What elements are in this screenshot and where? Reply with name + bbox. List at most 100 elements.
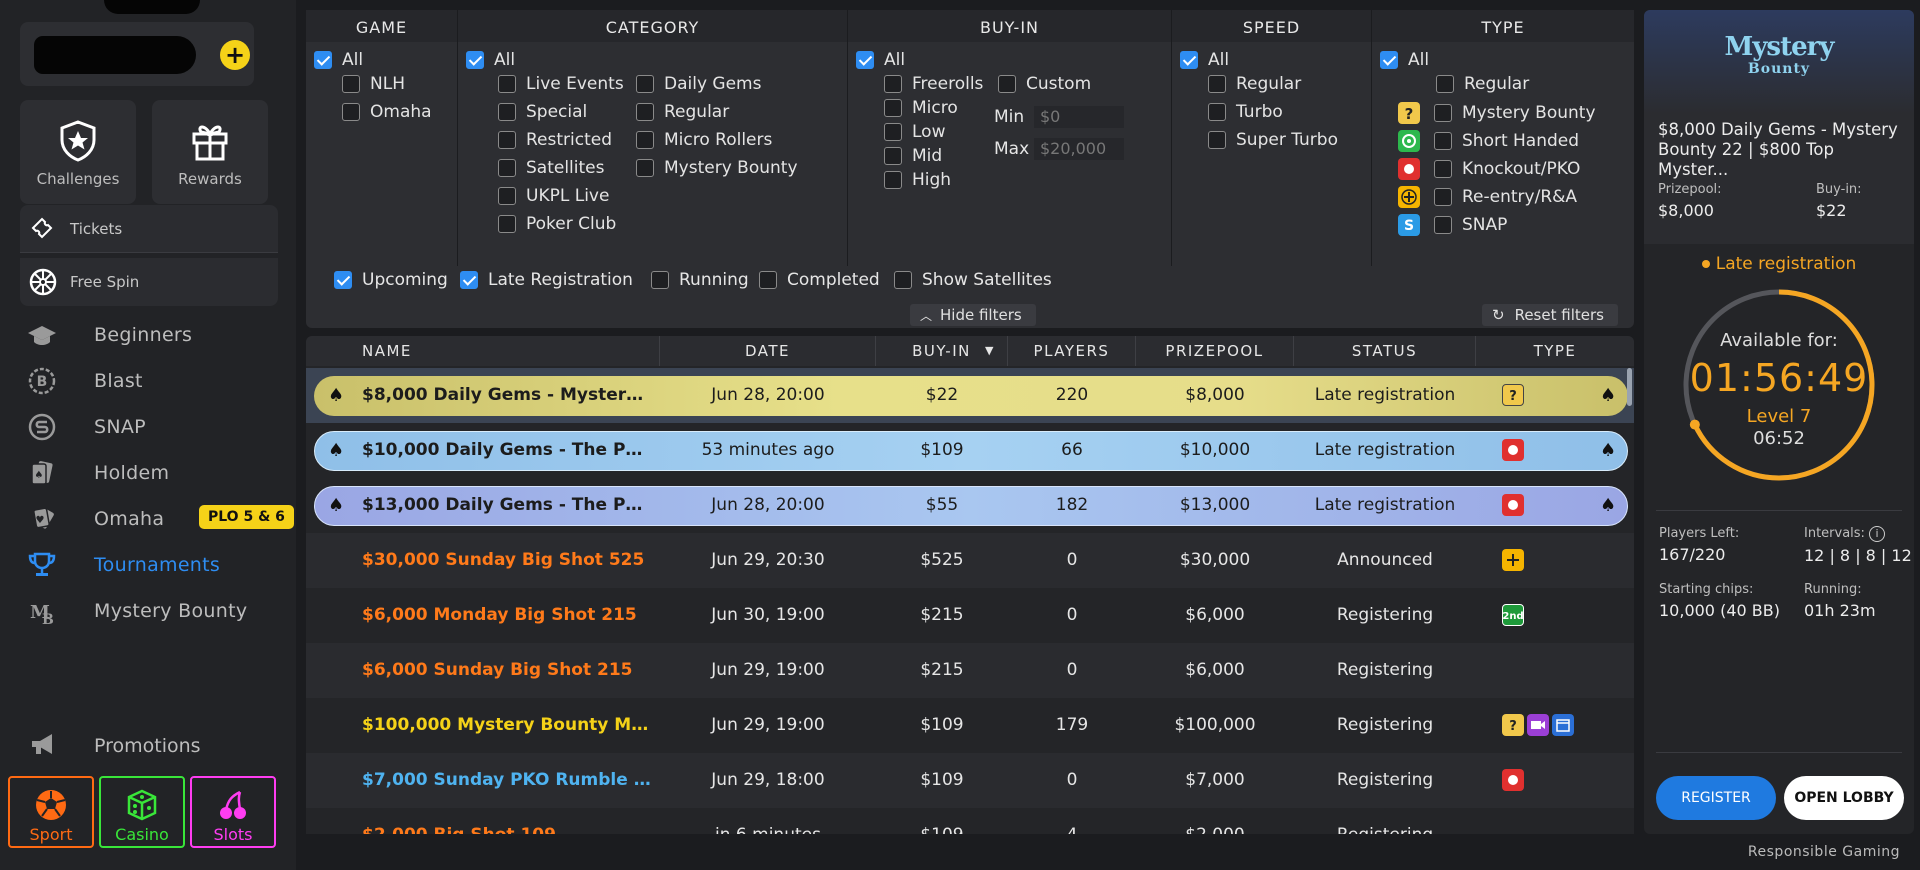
table-scrollbar[interactable]	[1627, 368, 1632, 406]
category-all-option[interactable]: All	[466, 50, 515, 70]
checkbox[interactable]	[466, 51, 484, 69]
column-status[interactable]: STATUS	[1294, 336, 1476, 366]
type-knockout-option[interactable]: Knockout/PKO	[1398, 158, 1580, 180]
buyin-mid-option[interactable]: Mid	[884, 146, 942, 166]
product-slots[interactable]: Slots	[190, 776, 276, 848]
column-date[interactable]: DATE	[660, 336, 876, 366]
type-all-option[interactable]: All	[1380, 50, 1429, 70]
table-row[interactable]: $6,000 Monday Big Shot 215 Jun 30, 19:00…	[306, 588, 1634, 643]
buyin-freerolls-option[interactable]: Freerolls	[884, 74, 983, 94]
buyin-custom-option[interactable]: Custom	[998, 74, 1091, 94]
column-prizepool[interactable]: PRIZEPOOL	[1136, 336, 1294, 366]
status-show-satellites-option[interactable]: Show Satellites	[894, 270, 1052, 290]
responsible-gaming-link[interactable]: Responsible Gaming	[1747, 844, 1900, 860]
status-completed-option[interactable]: Completed	[759, 270, 880, 290]
checkbox[interactable]	[334, 271, 352, 289]
checkbox[interactable]	[498, 159, 516, 177]
buyin-micro-option[interactable]: Micro	[884, 98, 958, 118]
checkbox[interactable]	[856, 51, 874, 69]
table-row[interactable]: $100,000 Mystery Bounty Main ... Jun 29,…	[306, 698, 1634, 753]
type-mystery-bounty-option[interactable]: ? Mystery Bounty	[1398, 102, 1596, 124]
buyin-low-option[interactable]: Low	[884, 122, 945, 142]
checkbox[interactable]	[1434, 216, 1452, 234]
sidebar-item-beginners[interactable]: Beginners	[24, 315, 192, 355]
checkbox[interactable]	[1380, 51, 1398, 69]
status-late-registration-option[interactable]: Late Registration	[460, 270, 633, 290]
category-special-option[interactable]: Special	[498, 102, 587, 122]
checkbox[interactable]	[498, 131, 516, 149]
column-players[interactable]: PLAYERS	[1008, 336, 1136, 366]
status-upcoming-option[interactable]: Upcoming	[334, 270, 448, 290]
buyin-all-option[interactable]: All	[856, 50, 905, 70]
checkbox[interactable]	[884, 75, 902, 93]
checkbox[interactable]	[884, 147, 902, 165]
type-snap-option[interactable]: S SNAP	[1398, 214, 1507, 236]
table-row[interactable]: $7,000 Sunday PKO Rumble 109 Jun 29, 18:…	[306, 753, 1634, 808]
checkbox[interactable]	[884, 123, 902, 141]
checkbox[interactable]	[1180, 51, 1198, 69]
type-reentry-option[interactable]: Re-entry/R&A	[1398, 186, 1577, 208]
checkbox[interactable]	[498, 103, 516, 121]
table-row[interactable]: ♠ $13,000 Daily Gems - The PKO ... Jun 2…	[306, 478, 1634, 533]
checkbox[interactable]	[1434, 132, 1452, 150]
checkbox[interactable]	[1436, 75, 1454, 93]
sidebar-item-promotions[interactable]: Promotions	[28, 726, 201, 766]
speed-all-option[interactable]: All	[1180, 50, 1229, 70]
category-poker-club-option[interactable]: Poker Club	[498, 214, 616, 234]
checkbox[interactable]	[759, 271, 777, 289]
sidebar-item-tickets[interactable]: Tickets	[20, 205, 278, 253]
checkbox[interactable]	[498, 215, 516, 233]
rewards-button[interactable]: Rewards	[152, 100, 268, 204]
category-satellites-option[interactable]: Satellites	[498, 158, 604, 178]
checkbox[interactable]	[651, 271, 669, 289]
checkbox[interactable]	[498, 187, 516, 205]
checkbox[interactable]	[498, 75, 516, 93]
max-input[interactable]: $20,000	[1034, 138, 1124, 160]
checkbox[interactable]	[894, 271, 912, 289]
column-type[interactable]: TYPE	[1533, 342, 1577, 360]
buyin-high-option[interactable]: High	[884, 170, 951, 190]
checkbox[interactable]	[460, 271, 478, 289]
game-nlh-option[interactable]: NLH	[342, 74, 405, 94]
checkbox[interactable]	[1208, 103, 1226, 121]
category-regular-option[interactable]: Regular	[636, 102, 729, 122]
reset-filters-button[interactable]: ↻ Reset filters	[1482, 304, 1618, 326]
table-row[interactable]: ♠ $10,000 Daily Gems - The PKO ... 53 mi…	[306, 423, 1634, 478]
type-regular-option[interactable]: Regular	[1436, 74, 1529, 94]
checkbox[interactable]	[314, 51, 332, 69]
checkbox[interactable]	[636, 131, 654, 149]
category-ukpl-live-option[interactable]: UKPL Live	[498, 186, 609, 206]
checkbox[interactable]	[1434, 188, 1452, 206]
game-all-option[interactable]: All	[314, 50, 363, 70]
checkbox[interactable]	[1208, 131, 1226, 149]
type-short-handed-option[interactable]: Short Handed	[1398, 130, 1579, 152]
table-row[interactable]: $30,000 Sunday Big Shot 525 Jun 29, 20:3…	[306, 533, 1634, 588]
speed-turbo-option[interactable]: Turbo	[1208, 102, 1283, 122]
checkbox[interactable]	[1208, 75, 1226, 93]
checkbox[interactable]	[636, 159, 654, 177]
checkbox[interactable]	[884, 171, 902, 189]
sidebar-item-holdem[interactable]: ♠ Holdem	[24, 453, 169, 493]
checkbox[interactable]	[636, 103, 654, 121]
checkbox[interactable]	[1434, 160, 1452, 178]
category-mystery-bounty-option[interactable]: Mystery Bounty	[636, 158, 798, 178]
min-input[interactable]: $0	[1034, 106, 1124, 128]
checkbox[interactable]	[998, 75, 1016, 93]
speed-regular-option[interactable]: Regular	[1208, 74, 1301, 94]
product-sport[interactable]: Sport	[8, 776, 94, 848]
sidebar-item-snap[interactable]: SNAP	[24, 407, 146, 447]
status-running-option[interactable]: Running	[651, 270, 749, 290]
sidebar-item-tournaments[interactable]: Tournaments	[24, 545, 220, 585]
deposit-plus-button[interactable]: +	[220, 40, 250, 70]
register-button[interactable]: REGISTER	[1656, 776, 1776, 820]
info-icon[interactable]: i	[1869, 526, 1886, 542]
hide-filters-button[interactable]: ︿ Hide filters	[910, 304, 1036, 326]
speed-super-turbo-option[interactable]: Super Turbo	[1208, 130, 1338, 150]
challenges-button[interactable]: Challenges	[20, 100, 136, 204]
category-live-events-option[interactable]: Live Events	[498, 74, 624, 94]
category-restricted-option[interactable]: Restricted	[498, 130, 612, 150]
sidebar-item-blast[interactable]: B Blast	[24, 361, 143, 401]
column-buyin[interactable]: BUY-IN ▼	[876, 336, 1008, 366]
checkbox[interactable]	[884, 99, 902, 117]
